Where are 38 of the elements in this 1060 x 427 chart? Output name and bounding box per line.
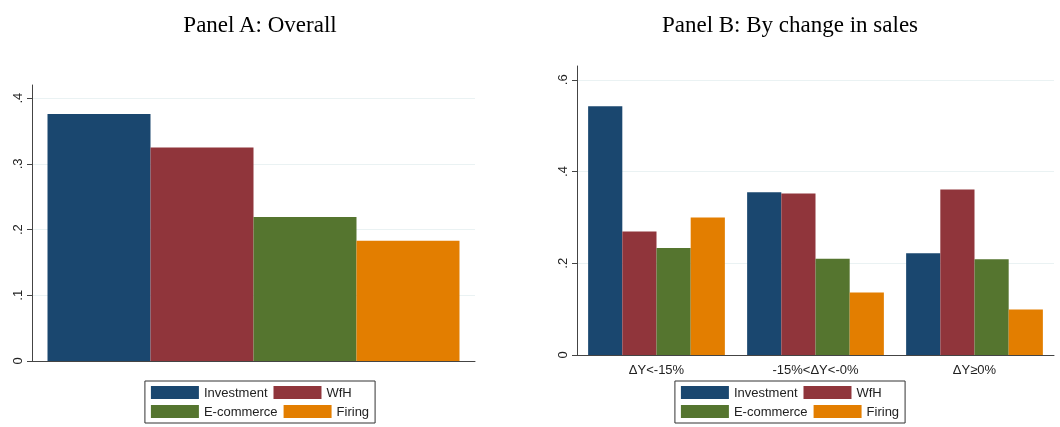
legend-label: E-commerce (203, 404, 278, 419)
legend-label: Investment (203, 385, 268, 400)
y-tick-label: 0 (555, 351, 570, 359)
bar (781, 193, 816, 355)
bar (588, 106, 623, 355)
bar (690, 217, 725, 355)
bar (47, 113, 151, 361)
y-tick-label: .2 (555, 257, 570, 269)
legend-label: WfH (856, 385, 882, 400)
y-tick-label: .4 (555, 166, 570, 177)
y-tick-label: .1 (10, 289, 25, 301)
legend-label: WfH (326, 385, 352, 400)
x-tick-label: ΔY<-15% (628, 362, 685, 377)
bar (974, 259, 1009, 355)
legend-label: Firing (336, 404, 370, 419)
bar (1008, 309, 1043, 355)
x-tick-label: ΔY≥0% (952, 362, 997, 377)
bar (656, 248, 691, 355)
legend-label: Firing (866, 404, 900, 419)
legend-label: E-commerce (733, 404, 808, 419)
chart-title: Panel B: By change in sales (661, 12, 919, 37)
bar (849, 292, 884, 355)
bar (747, 192, 782, 355)
chart-title: Panel A: Overall (183, 12, 337, 37)
bar (356, 240, 460, 361)
y-tick-label: .2 (10, 224, 25, 235)
legend-label: Investment (733, 385, 798, 400)
bar (906, 253, 941, 355)
y-tick-label: 0 (10, 357, 25, 365)
bar (622, 231, 657, 355)
bar (150, 147, 254, 361)
y-tick-label: .6 (555, 74, 570, 86)
x-tick-label: -15%<ΔY<-0% (772, 362, 859, 377)
bar (253, 217, 357, 361)
y-tick-label: .3 (10, 158, 25, 170)
y-tick-label: .4 (10, 92, 25, 104)
bar (940, 189, 975, 355)
bar (815, 258, 850, 355)
